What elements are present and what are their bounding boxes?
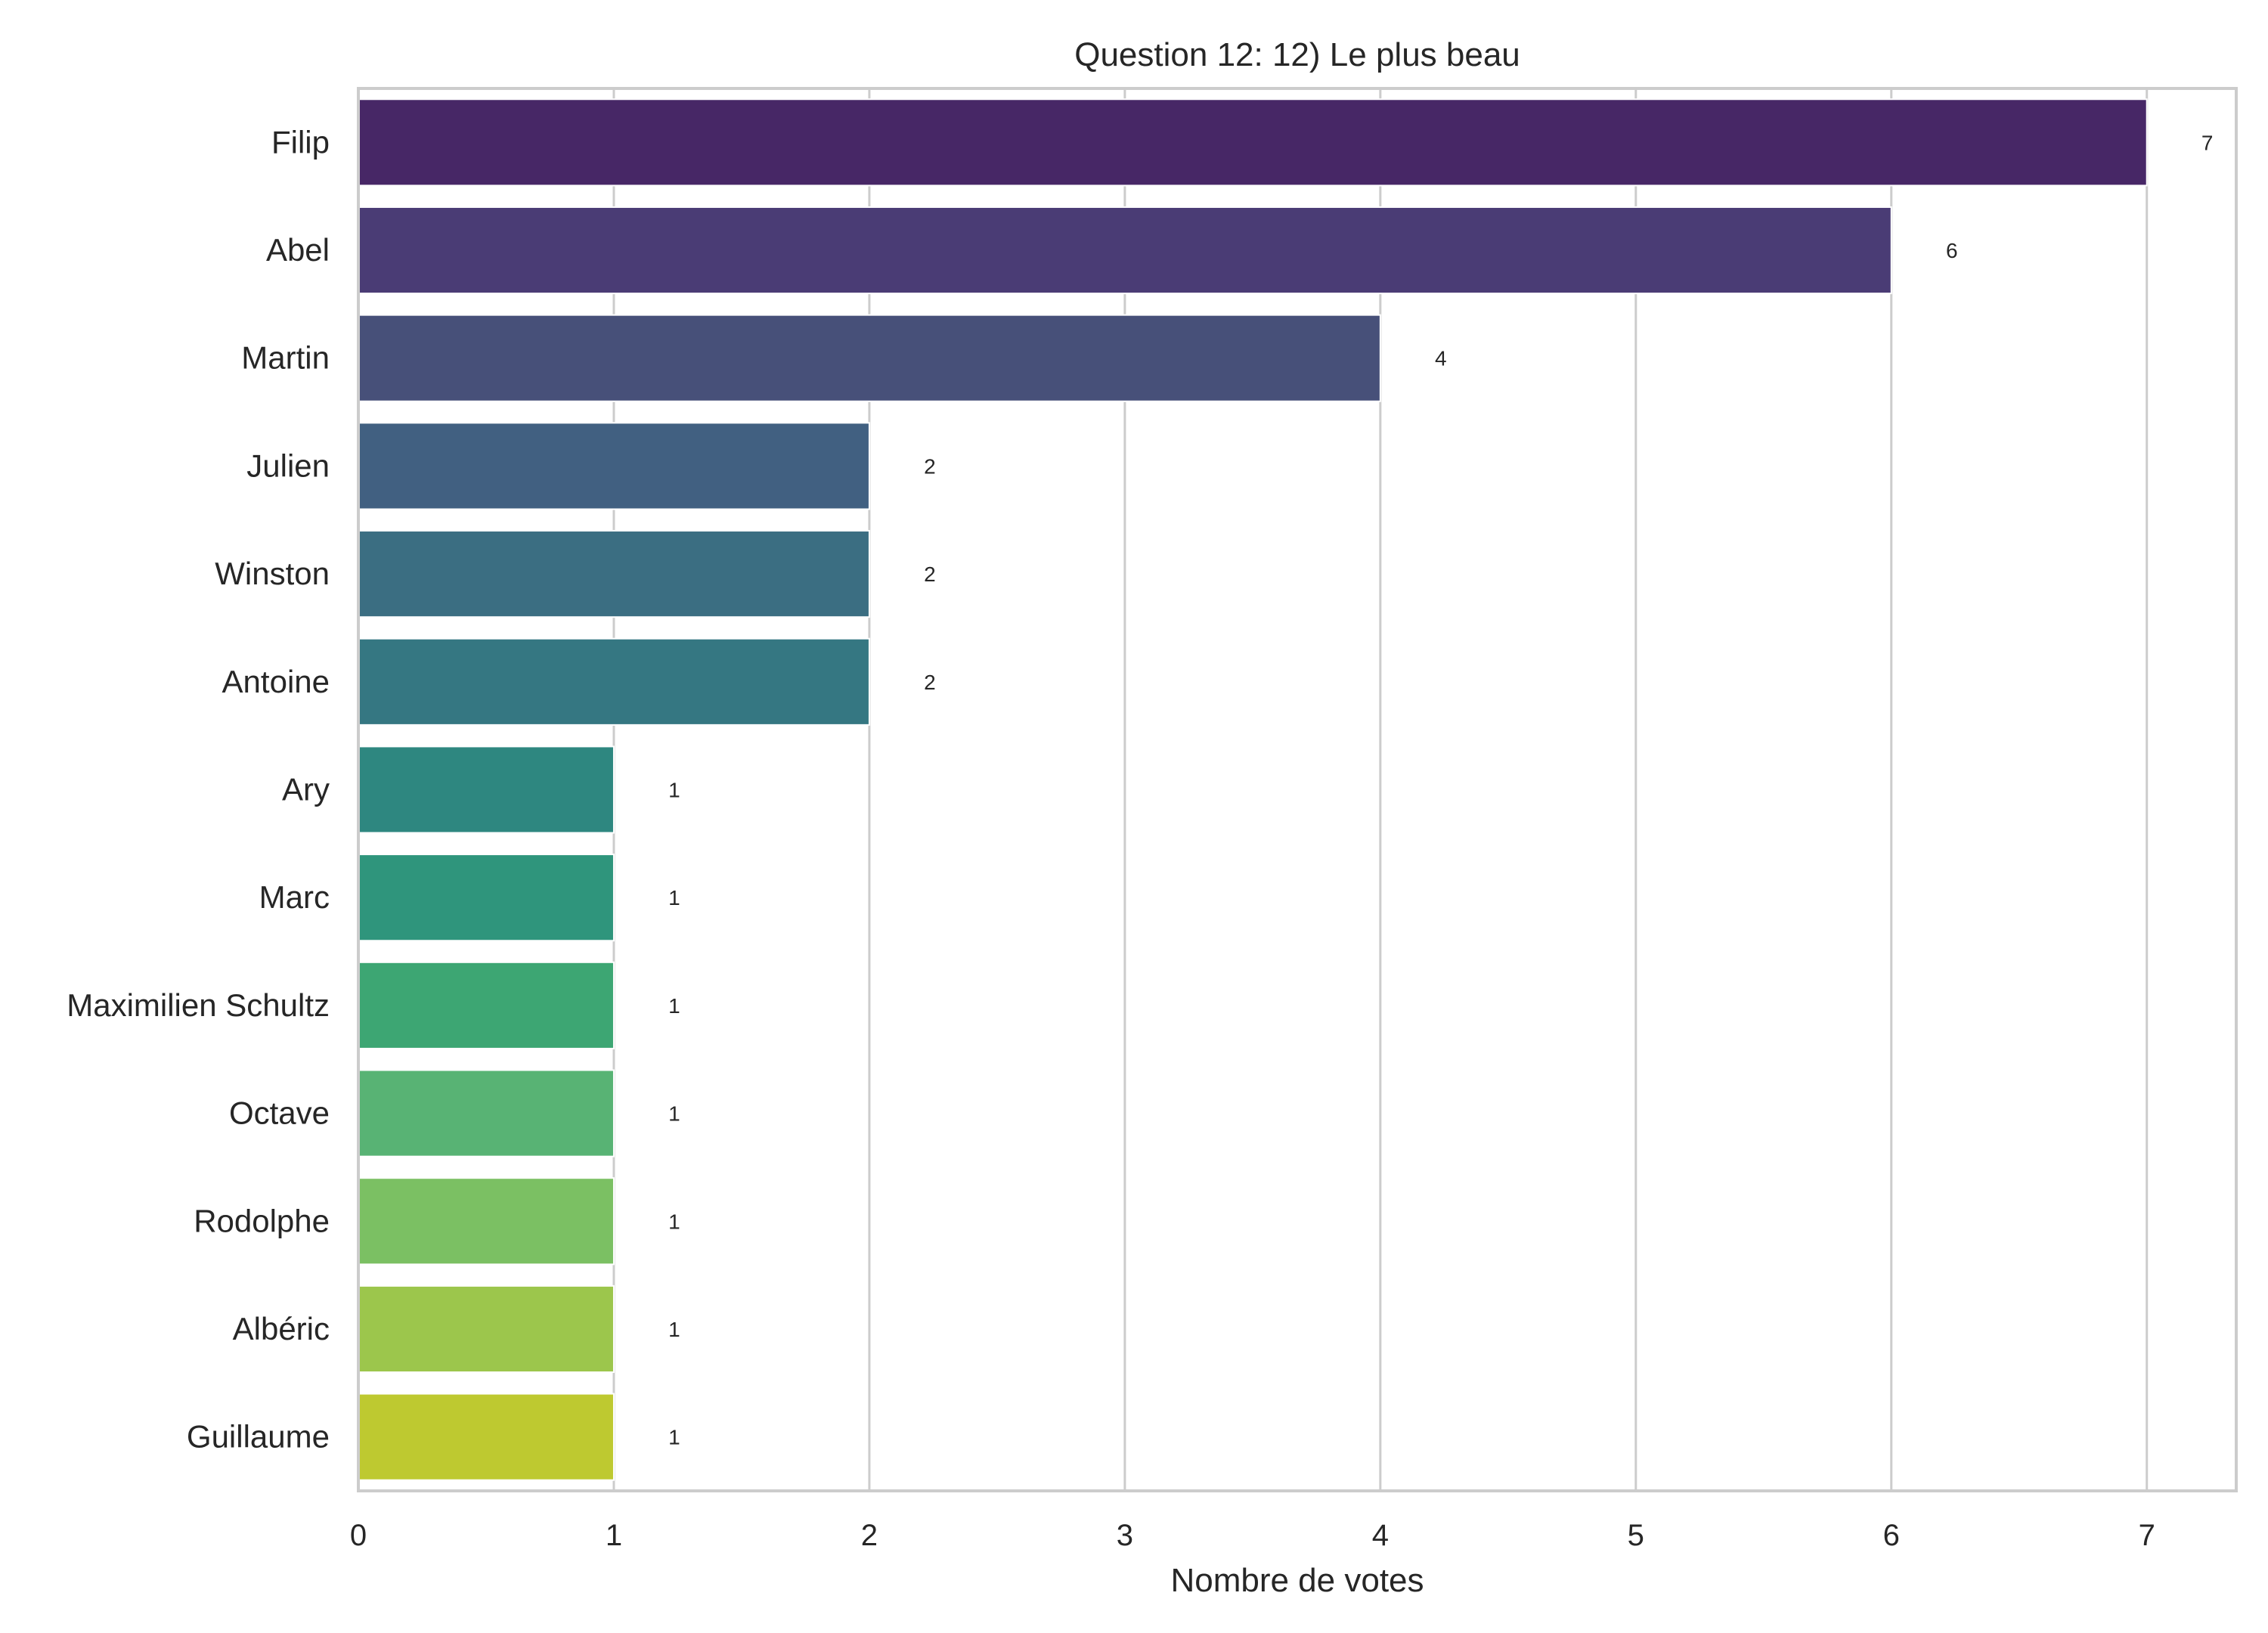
y-tick-label: Marc [259,879,330,915]
y-tick-label: Martin [241,340,330,376]
data-label: 1 [668,1318,680,1341]
bar [358,1393,615,1481]
bar [358,637,870,726]
data-label: 1 [668,1210,680,1233]
y-tick-label: Albéric [233,1311,330,1346]
label-layer: 0 1 2 3 4 5 6 7 Filip 7 Abel 6 Martin 4 Julien 2 Winston… [67,124,2213,1552]
bar [358,422,870,510]
y-tick-label: Filip [271,124,330,160]
data-label: 1 [668,1102,680,1126]
x-tick-label: 6 [1883,1519,1900,1552]
data-label: 1 [668,994,680,1018]
data-label: 1 [668,886,680,909]
data-label: 2 [924,454,936,478]
y-tick-label: Rodolphe [194,1203,330,1238]
x-tick-label: 0 [350,1519,367,1552]
y-tick-label: Ary [282,772,330,807]
x-tick-label: 1 [606,1519,622,1552]
y-tick-label: Julien [246,448,330,483]
bar [358,314,1381,402]
chart-title: Question 12: 12) Le plus beau [1074,36,1520,73]
y-tick-label: Abel [266,232,330,268]
x-tick-label: 2 [861,1519,878,1552]
data-label: 1 [668,779,680,802]
y-tick-label: Winston [215,556,330,591]
bar [358,745,615,834]
y-tick-label: Octave [229,1095,330,1131]
x-tick-label: 3 [1117,1519,1133,1552]
data-label: 7 [2201,131,2214,154]
x-tick-label: 4 [1372,1519,1389,1552]
bar-layer [358,98,2148,1481]
data-label: 2 [924,671,936,694]
bar [358,854,615,942]
y-tick-label: Guillaume [187,1419,330,1455]
bar [358,1284,615,1374]
bar [358,530,870,618]
bar [358,206,1892,295]
bar [358,1069,615,1157]
bar [358,961,615,1049]
bar [358,98,2148,187]
y-tick-label: Maximilien Schultz [67,987,330,1023]
data-label: 2 [924,562,936,586]
data-label: 1 [668,1426,680,1449]
data-label: 6 [1946,239,1958,262]
grid-layer [357,88,2149,1491]
y-tick-label: Antoine [222,664,330,699]
plot-frame [357,87,2238,1492]
data-label: 4 [1435,347,1447,370]
x-tick-label: 5 [1628,1519,1644,1552]
bar [358,1177,615,1266]
x-axis-label: Nombre de votes [1170,1562,1424,1599]
x-tick-label: 7 [2139,1519,2155,1552]
